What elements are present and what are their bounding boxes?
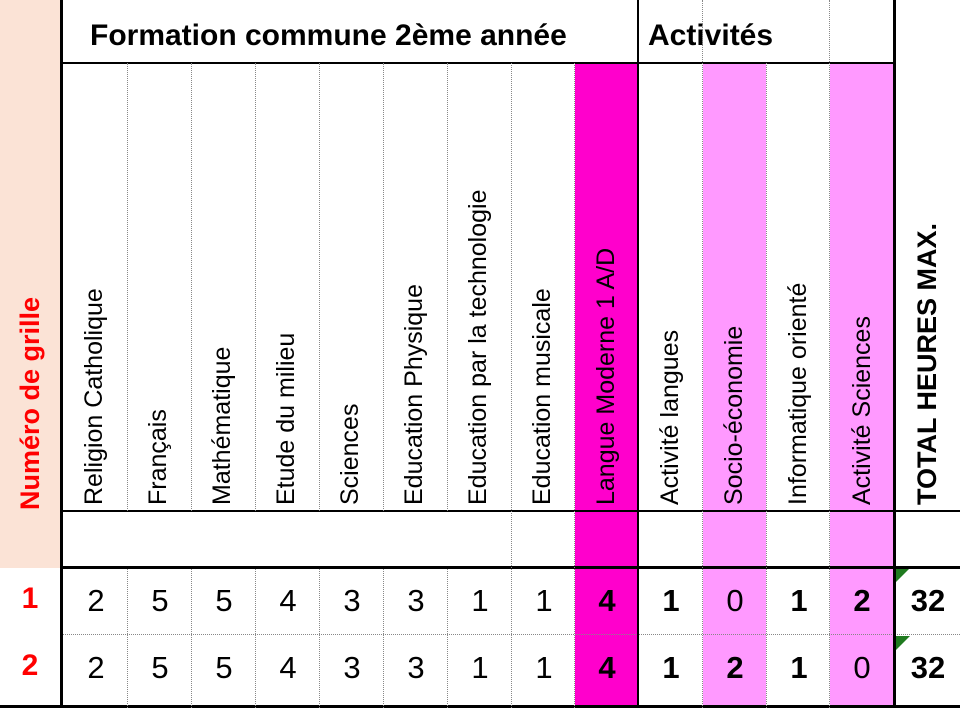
column-header-langue-moderne[interactable]: Langue Moderne 1 A/D [592, 247, 620, 505]
grid-line [893, 0, 896, 708]
grid-number-column: Numéro de grille 1 2 [0, 0, 60, 708]
cell-r1-education-physique[interactable]: 3 [407, 583, 425, 618]
grid-line [637, 0, 639, 708]
group-header-activites[interactable]: Activités [648, 19, 774, 52]
row-number-1[interactable]: 1 [21, 582, 39, 615]
grid-line [702, 0, 703, 708]
cell-r2-mathematique[interactable]: 5 [215, 650, 233, 685]
cell-r2-langue-moderne[interactable]: 4 [598, 650, 616, 685]
column-header-informatique[interactable]: Informatique orienté [784, 282, 812, 505]
grid-line [191, 569, 192, 708]
grid-line [319, 569, 320, 708]
grid-line [127, 63, 128, 511]
column-header-religion[interactable]: Religion Catholique [80, 288, 108, 505]
cell-r1-langue-moderne[interactable]: 4 [598, 583, 616, 618]
row-label-cell [0, 0, 60, 568]
grid-line [447, 63, 448, 511]
highlight-activite-sciences [830, 63, 893, 708]
cell-r2-francais[interactable]: 5 [151, 650, 169, 685]
cell-r1-socio-economie[interactable]: 0 [726, 583, 744, 618]
cell-r2-etude-milieu[interactable]: 4 [279, 650, 297, 685]
column-header-total[interactable]: TOTAL HEURES MAX. [912, 222, 942, 505]
grid-line [255, 63, 256, 511]
grid-line [191, 63, 192, 511]
cell-r2-sciences[interactable]: 3 [343, 650, 361, 685]
grid-line [383, 569, 384, 708]
column-header-francais[interactable]: Français [144, 409, 172, 505]
grid-line [60, 566, 960, 569]
highlight-socio-economie [703, 63, 766, 708]
cell-r2-activite-langues[interactable]: 1 [662, 650, 680, 685]
column-header-etude-milieu[interactable]: Etude du milieu [272, 332, 300, 505]
column-header-socio-economie[interactable]: Socio-économie [720, 325, 748, 505]
cell-r1-etude-milieu[interactable]: 4 [279, 583, 297, 618]
column-header-activite-sciences[interactable]: Activité Sciences [848, 316, 876, 505]
cell-r1-activite-langues[interactable]: 1 [662, 583, 680, 618]
grid-line [60, 62, 895, 64]
group-header-formation[interactable]: Formation commune 2ème année [90, 19, 567, 52]
grid-line [0, 705, 960, 708]
cell-r2-socio-economie[interactable]: 2 [726, 650, 744, 685]
grid-line [766, 63, 767, 708]
cell-r1-education-musicale[interactable]: 1 [535, 583, 553, 618]
cell-r2-total[interactable]: 32 [910, 650, 946, 685]
cell-r2-activite-sciences[interactable]: 0 [853, 650, 871, 685]
cell-r2-informatique[interactable]: 1 [790, 650, 808, 685]
comment-indicator-r1[interactable] [896, 568, 910, 582]
comment-indicator-r2[interactable] [896, 636, 910, 650]
column-header-education-technologie[interactable]: Education par la technologie [464, 189, 492, 505]
highlight-langue-moderne [575, 63, 637, 708]
column-header-mathematique[interactable]: Mathématique [208, 346, 236, 505]
grid-line [255, 569, 256, 708]
grid-line [60, 0, 63, 708]
cell-r1-education-technologie[interactable]: 1 [471, 583, 489, 618]
cell-r2-religion[interactable]: 2 [87, 650, 105, 685]
grid-line [829, 0, 830, 708]
grid-line [127, 569, 128, 708]
cell-r1-francais[interactable]: 5 [151, 583, 169, 618]
column-header-education-physique[interactable]: Education Physique [400, 284, 428, 505]
cell-r2-education-physique[interactable]: 3 [407, 650, 425, 685]
cell-r1-mathematique[interactable]: 5 [215, 583, 233, 618]
cell-r2-education-technologie[interactable]: 1 [471, 650, 489, 685]
grid-line [60, 634, 960, 635]
cell-r1-total[interactable]: 32 [910, 583, 946, 618]
grid-line [447, 569, 448, 708]
cell-r1-activite-sciences[interactable]: 2 [853, 583, 871, 618]
row-label: Numéro de grille [15, 296, 45, 510]
cell-r1-informatique[interactable]: 1 [790, 583, 808, 618]
cell-r1-sciences[interactable]: 3 [343, 583, 361, 618]
grid-line [319, 63, 320, 511]
column-header-education-musicale[interactable]: Education musicale [528, 288, 556, 505]
cell-r1-religion[interactable]: 2 [87, 583, 105, 618]
grid-line [383, 63, 384, 511]
grid-line [511, 63, 512, 708]
column-header-sciences[interactable]: Sciences [336, 403, 364, 505]
cell-r2-education-musicale[interactable]: 1 [535, 650, 553, 685]
grid-line [60, 510, 960, 512]
column-header-activite-langues[interactable]: Activité langues [656, 329, 684, 505]
row-number-2[interactable]: 2 [21, 649, 39, 682]
grid-line [574, 63, 575, 708]
